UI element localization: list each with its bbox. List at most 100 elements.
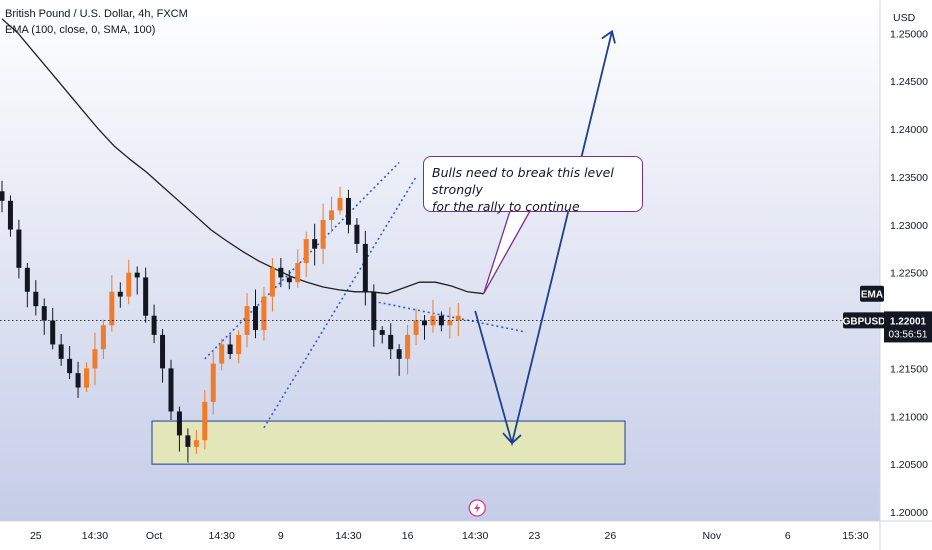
candle-body bbox=[143, 277, 149, 316]
candle-body bbox=[413, 320, 419, 335]
time-tick-label: 14:30 bbox=[209, 530, 235, 542]
bolt-glyph-icon bbox=[474, 503, 481, 513]
candle-body bbox=[219, 344, 225, 364]
price-tick-label: 1.20500 bbox=[890, 459, 928, 471]
time-tick-label: 9 bbox=[278, 530, 284, 542]
candle-body bbox=[337, 197, 343, 211]
indicator-label: EMA (100, close, 0, SMA, 100) bbox=[5, 24, 156, 36]
price-tick-label: 1.24500 bbox=[890, 76, 928, 88]
candle-body bbox=[303, 239, 309, 264]
time-tick-label: 26 bbox=[605, 530, 617, 542]
price-tick-label: 1.25000 bbox=[890, 28, 928, 40]
candle-body bbox=[371, 291, 377, 331]
candle-body bbox=[0, 191, 5, 201]
time-tick-label: Oct bbox=[146, 530, 162, 542]
channel-upper-line bbox=[204, 161, 400, 360]
channel-lower-line bbox=[263, 176, 417, 429]
time-tick-label: Nov bbox=[702, 530, 721, 542]
candle-body bbox=[354, 224, 360, 244]
price-tick-label: 1.23500 bbox=[890, 172, 928, 184]
candle-body bbox=[24, 267, 30, 292]
ema-tag-label: EMA bbox=[861, 290, 883, 301]
price-tick-label: 1.21500 bbox=[890, 363, 928, 375]
candle-body bbox=[329, 210, 335, 220]
candle-body bbox=[244, 306, 250, 335]
candle-body bbox=[168, 368, 174, 412]
candle-body bbox=[75, 373, 81, 388]
candle-body bbox=[278, 267, 284, 278]
candle-body bbox=[320, 219, 326, 249]
candle-body bbox=[396, 349, 402, 359]
candle-body bbox=[67, 358, 73, 374]
annotation-pointer bbox=[483, 210, 531, 295]
price-tick-label: 1.23000 bbox=[890, 220, 928, 232]
candle-body bbox=[176, 411, 182, 436]
candle-body bbox=[109, 291, 115, 326]
time-tick-label: 14:30 bbox=[335, 530, 361, 542]
candle-body bbox=[379, 330, 385, 335]
candle-body bbox=[117, 291, 123, 297]
price-tick-label: 1.22500 bbox=[890, 268, 928, 280]
candle-body bbox=[126, 272, 132, 297]
candle-body bbox=[193, 440, 199, 447]
projection-arrowhead-down bbox=[502, 432, 522, 445]
candle-body bbox=[7, 200, 13, 230]
price-axis-background bbox=[880, 0, 932, 521]
time-tick-label: 16 bbox=[402, 530, 414, 542]
annotation-line-2: for the rally to continue bbox=[432, 199, 580, 214]
price-tick-label: 1.21000 bbox=[890, 411, 928, 423]
chart-title: British Pound / U.S. Dollar, 4h, FXCM bbox=[5, 8, 188, 20]
candle-body bbox=[100, 325, 106, 350]
candle-body bbox=[84, 368, 89, 388]
candle-body bbox=[134, 272, 140, 278]
candle-body bbox=[447, 320, 453, 326]
candle-body bbox=[160, 334, 166, 369]
price-tag-value: 1.22001 bbox=[890, 316, 927, 327]
candle-body bbox=[286, 277, 292, 283]
candle-body bbox=[185, 435, 191, 447]
annotation-callout[interactable]: Bulls need to break this level strongly … bbox=[423, 156, 643, 214]
symbol-tag-bg bbox=[843, 312, 885, 329]
resistance-trendline bbox=[373, 300, 527, 333]
ema-tag-bg bbox=[860, 285, 884, 302]
time-tick-label: 23 bbox=[529, 530, 541, 542]
symbol-tag-label: GBPUSD bbox=[843, 316, 886, 327]
candle-body bbox=[312, 239, 318, 249]
projection-arrowhead-up bbox=[601, 29, 616, 44]
time-tick-label: 6 bbox=[785, 530, 791, 542]
annotation-line-1: Bulls need to break this level strongly bbox=[432, 165, 614, 197]
support-zone bbox=[151, 420, 626, 465]
candle-body bbox=[16, 229, 22, 268]
time-tick-label: 15:30 bbox=[842, 530, 868, 542]
candle-body bbox=[405, 334, 411, 359]
candle-body bbox=[50, 320, 56, 345]
candle-body bbox=[295, 263, 301, 283]
time-tick-label: 14:30 bbox=[82, 530, 108, 542]
candle-body bbox=[236, 334, 242, 355]
currency-label: USD bbox=[893, 12, 916, 24]
candle-body bbox=[58, 344, 64, 359]
chart-legend: British Pound / U.S. Dollar, 4h, FXCM EM… bbox=[5, 6, 188, 38]
time-tick-label: 25 bbox=[30, 530, 42, 542]
countdown-label: 03:56:51 bbox=[889, 329, 928, 340]
candle-body bbox=[202, 401, 208, 441]
candle-body bbox=[269, 267, 275, 297]
price-tag-bg bbox=[884, 311, 932, 343]
candle-body bbox=[210, 363, 216, 402]
candle-body bbox=[345, 197, 351, 225]
ema-line bbox=[1, 18, 484, 295]
time-tick-label: 14:30 bbox=[462, 530, 488, 542]
candle-body bbox=[227, 344, 233, 355]
candle-body bbox=[92, 349, 98, 369]
candle-body bbox=[41, 306, 47, 321]
time-axis-background bbox=[0, 521, 932, 550]
price-tick-label: 1.20000 bbox=[890, 507, 928, 519]
candle-body bbox=[362, 243, 368, 292]
candle-body bbox=[455, 315, 461, 321]
candle-body bbox=[388, 334, 394, 350]
price-tick-label: 1.24000 bbox=[890, 124, 928, 136]
candle-body bbox=[253, 306, 258, 331]
candle-body bbox=[33, 291, 39, 307]
